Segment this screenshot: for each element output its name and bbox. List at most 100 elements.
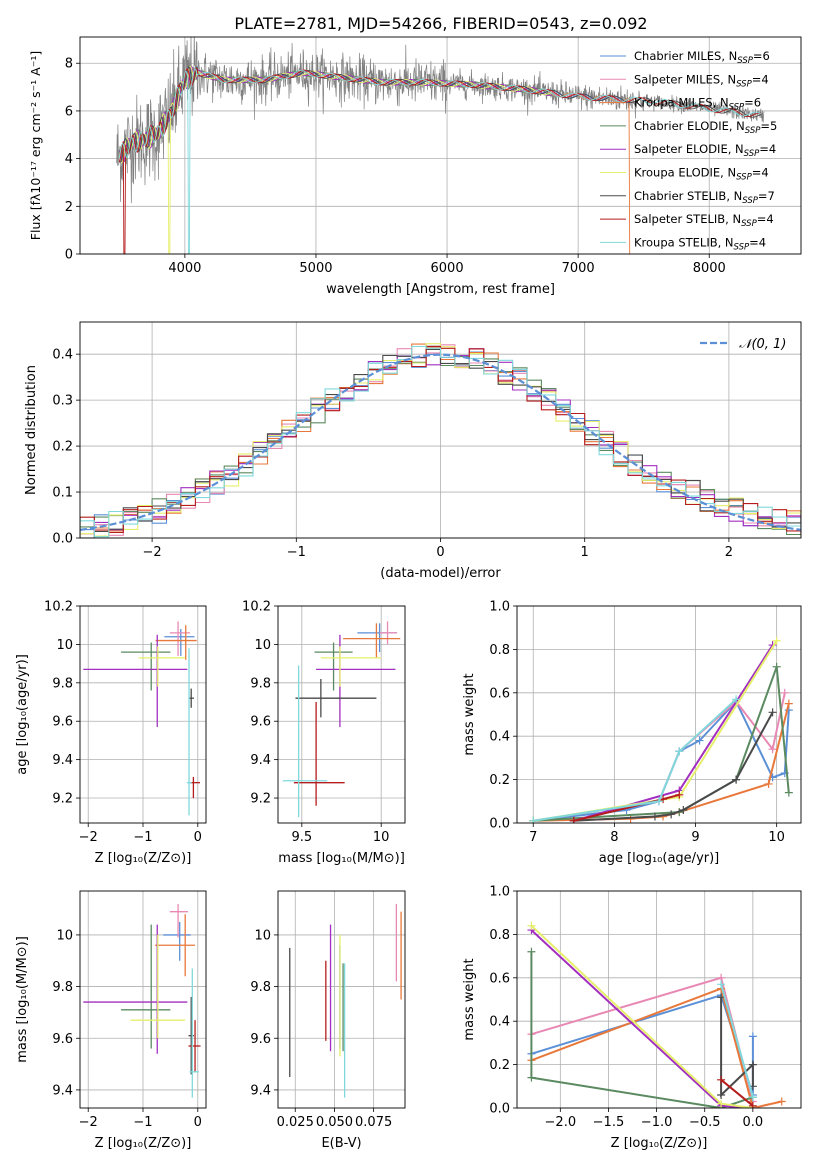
y-tick-label: 10.2	[242, 600, 271, 615]
y-axis-label: mass weight	[462, 673, 477, 755]
x-tick-label: −1	[133, 1115, 152, 1130]
y-tick-label: 9.8	[250, 676, 271, 691]
x-tick-label: 10	[768, 830, 785, 845]
x-tick-label: 6000	[431, 261, 464, 276]
axes-frame	[79, 36, 802, 255]
x-axis-label: E(B-V)	[321, 1136, 361, 1151]
weight-marker-kroupa_elodie	[772, 636, 781, 645]
weight-marker-kroupa_miles	[777, 1097, 786, 1106]
y-tick-label: 6	[65, 104, 73, 119]
axes-weight_vs_age: 7 8 9 10 0.0 0.2 0.4 0.6 0.8 1.0 age [log₁₀(age/yr…	[462, 600, 802, 866]
y-tick-label: 10	[254, 928, 271, 943]
weight-line-salpeter_elodie	[573, 644, 774, 822]
y-tick-label: 0.6	[489, 686, 510, 701]
model-spectrum-kroupa_elodie	[118, 65, 553, 254]
weight-marker-chabrier_stelib	[667, 810, 676, 819]
axes-age_vs_Z: −2 −1 0 9.2 9.4 9.6 9.8 10 10.2 Z [log₁₀(Z/Z⊙)] ag…	[15, 600, 207, 866]
weight-marker-chabrier_stelib	[748, 1060, 757, 1069]
plot-area-residuals	[80, 343, 801, 538]
weight-marker-chabrier_elodie	[784, 788, 793, 797]
y-axis-label: age [log₁₀(age/yr)]	[15, 654, 30, 775]
axes-spectrum: 4000 5000 6000 7000 8000 0 2 4 6 8 wavelength [Ang…	[28, 36, 802, 297]
y-tick-label: 9.8	[52, 980, 73, 995]
weight-marker-salpeter_stelib	[569, 816, 578, 823]
weight-marker-kroupa_stelib	[732, 695, 741, 704]
y-tick-label: 10	[254, 638, 271, 653]
weight-marker-chabrier_stelib	[717, 1090, 726, 1099]
legend-entry: Kroupa ELODIE, NSSP=4	[634, 166, 769, 183]
y-tick-label: 0.0	[489, 817, 510, 832]
y-tick-label: 10.2	[44, 600, 73, 615]
model-spectrum-chabrier_stelib	[118, 66, 762, 163]
y-tick-label: 0.4	[489, 730, 510, 745]
weight-marker-chabrier_elodie	[527, 947, 536, 956]
x-axis-label: (data-model)/error	[380, 566, 501, 581]
y-tick-label: 0.8	[489, 643, 510, 658]
weight-marker-chabrier_stelib	[768, 708, 777, 717]
x-tick-label: −0.5	[689, 1115, 721, 1130]
axes-frame	[277, 890, 406, 1109]
weight-marker-chabrier_elodie	[527, 1073, 536, 1082]
y-tick-label: 0.2	[489, 1058, 510, 1073]
y-tick-label: 9.4	[250, 1083, 271, 1098]
weight-marker-salpeter_stelib	[675, 790, 684, 799]
x-tick-label: 8000	[693, 261, 726, 276]
legend-entry: Chabrier ELODIE, NSSP=5	[634, 119, 777, 136]
x-tick-label: 7	[529, 830, 537, 845]
x-tick-label: 10	[373, 830, 390, 845]
weight-marker-chabrier_stelib	[732, 775, 741, 784]
x-tick-label: 8	[610, 830, 618, 845]
weight-marker-salpeter_miles	[780, 688, 789, 697]
plot-area-weight_vs_Z	[527, 921, 786, 1108]
model-spectrum-chabrier_miles	[119, 65, 631, 163]
x-tick-label: 0	[194, 1115, 202, 1130]
legend-entry: Salpeter ELODIE, NSSP=4	[634, 142, 776, 159]
y-tick-label: 9.2	[52, 792, 73, 807]
weight-line-chabrier_elodie	[530, 951, 754, 1108]
x-tick-label: 0	[436, 545, 444, 560]
x-tick-label: −1	[133, 830, 152, 845]
y-tick-label: 9.6	[250, 715, 271, 730]
y-tick-label: 9.4	[52, 753, 73, 768]
y-tick-label: 9.8	[52, 676, 73, 691]
y-tick-label: 9.6	[250, 1032, 271, 1047]
weight-marker-kroupa_stelib	[675, 747, 684, 756]
legend-entry: 𝒩(0, 1)	[739, 337, 786, 352]
plot-area-mass_vs_Z	[83, 903, 201, 1098]
y-tick-label: 1.0	[489, 885, 510, 900]
x-axis-label: Z [log₁₀(Z/Z⊙)]	[611, 1136, 708, 1151]
weight-marker-salpeter_miles	[768, 745, 777, 754]
model-spectrum-kroupa_miles	[118, 67, 631, 254]
weight-line-chabrier_stelib	[720, 997, 754, 1098]
legend-entry: Chabrier STELIB, NSSP=7	[634, 189, 775, 206]
weight-line-salpeter_stelib	[720, 1079, 754, 1107]
y-axis-label: Flux [fλ10⁻¹⁷ erg cm⁻² s⁻¹ A⁻¹]	[28, 51, 43, 240]
y-tick-label: 0.3	[52, 394, 73, 409]
x-tick-label: 9	[691, 830, 699, 845]
x-tick-label: −1	[287, 545, 306, 560]
x-tick-label: 2	[725, 545, 733, 560]
legend-entry: Kroupa STELIB, NSSP=4	[634, 235, 766, 252]
weight-marker-chabrier_stelib	[650, 812, 659, 821]
axes-weight_vs_Z: −2.0 −1.5 −1.0 −0.5 0.0 0.0 0.2 0.4 0.6 0.8 1.0 Z […	[462, 885, 802, 1151]
x-tick-label: 0.025	[277, 1115, 314, 1130]
figure-title: PLATE=2781, MJD=54266, FIBERID=0543, z=0…	[234, 14, 647, 33]
y-tick-label: 9.4	[250, 753, 271, 768]
x-tick-label: 0	[194, 830, 202, 845]
weight-marker-kroupa_stelib	[655, 797, 663, 806]
weight-marker-kroupa_miles	[784, 699, 793, 708]
plot-area-weight_vs_age	[529, 636, 793, 823]
y-tick-label: 10	[56, 638, 73, 653]
plot-area-age_vs_Z	[83, 621, 200, 816]
x-axis-label: wavelength [Angstrom, rest frame]	[326, 282, 555, 297]
x-tick-label: −2	[79, 830, 98, 845]
y-tick-label: 8	[65, 57, 73, 72]
y-tick-label: 0.2	[489, 773, 510, 788]
x-tick-label: 0.075	[355, 1115, 392, 1130]
y-tick-label: 2	[65, 200, 73, 215]
y-tick-label: 0.0	[489, 1102, 510, 1117]
y-tick-label: 10	[56, 928, 73, 943]
x-tick-label: −2	[79, 1115, 98, 1130]
y-tick-label: 9.6	[52, 1032, 73, 1047]
